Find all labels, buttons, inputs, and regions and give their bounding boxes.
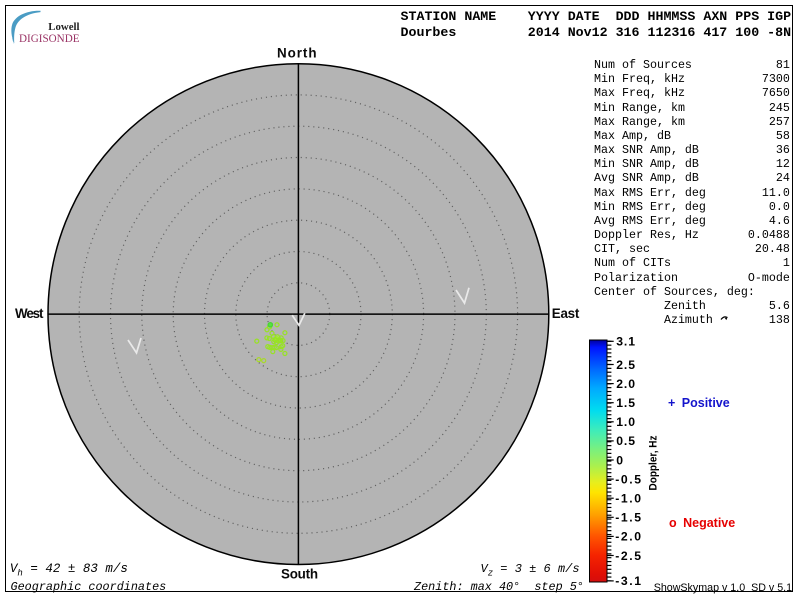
svg-text:0: 0: [616, 453, 623, 467]
svg-text:Lowell: Lowell: [48, 21, 79, 33]
svg-text:-2.5: -2.5: [615, 549, 641, 563]
svg-text:-3.1: -3.1: [615, 574, 641, 588]
svg-text:-1.0: -1.0: [615, 492, 641, 506]
svg-text:DIGISONDE: DIGISONDE: [19, 33, 80, 45]
svg-text:1.5: 1.5: [616, 396, 635, 410]
svg-text:2.5: 2.5: [616, 358, 635, 372]
svg-text:East: East: [552, 306, 580, 321]
svg-text:2.0: 2.0: [616, 377, 635, 391]
svg-text:Doppler, Hz: Doppler, Hz: [648, 435, 660, 490]
svg-text:3.1: 3.1: [616, 335, 635, 349]
svg-text:North: North: [277, 46, 317, 61]
svg-text:-2.0: -2.0: [615, 530, 641, 544]
svg-text:0.5: 0.5: [616, 434, 635, 448]
svg-text:-1.5: -1.5: [615, 511, 641, 525]
svg-text:1.0: 1.0: [616, 415, 635, 429]
svg-text:West: West: [15, 306, 44, 321]
svg-text:-0.5: -0.5: [615, 472, 641, 486]
svg-text:South: South: [281, 566, 318, 581]
